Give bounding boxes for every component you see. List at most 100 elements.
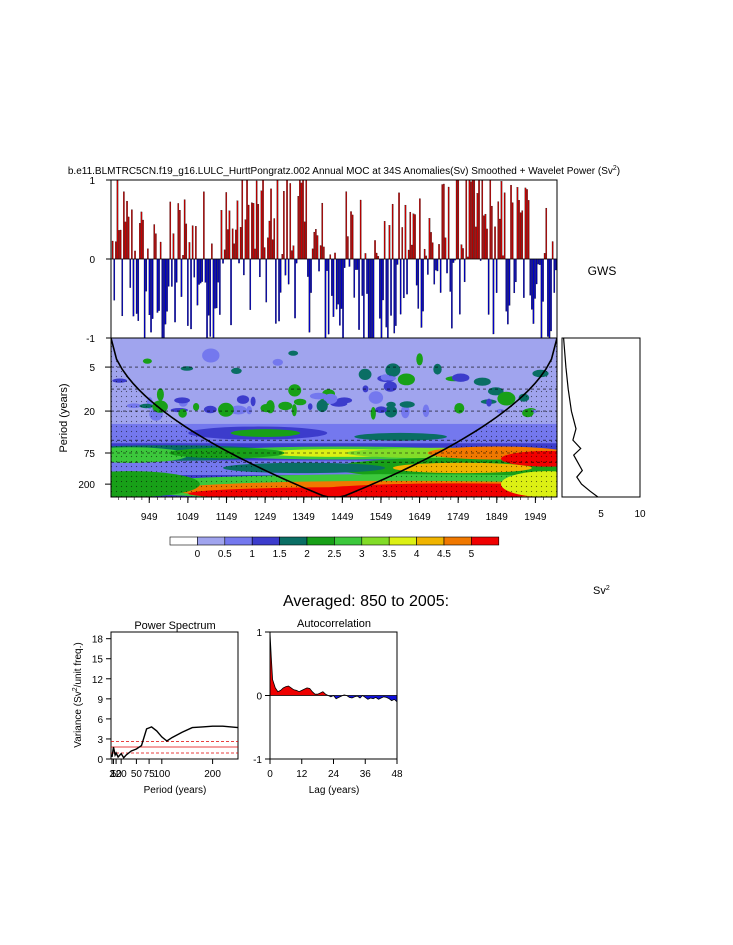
negative-anomaly-bar — [180, 258, 183, 297]
positive-anomaly-bar — [195, 226, 197, 260]
positive-anomaly-bar — [223, 249, 226, 260]
timeseries-bars — [111, 180, 557, 338]
colorbar-label: 0.5 — [218, 549, 232, 560]
gws-xtick-10: 10 — [634, 509, 646, 520]
wavelet-xtick-label: 949 — [141, 512, 158, 523]
positive-anomaly-bar — [302, 180, 304, 260]
positive-anomaly-bar — [391, 203, 394, 260]
negative-anomaly-bar — [129, 258, 132, 288]
positive-anomaly-bar — [244, 219, 247, 260]
positive-anomaly-bar — [444, 237, 447, 260]
negative-anomaly-bar — [238, 258, 240, 264]
negative-anomaly-bar — [249, 258, 252, 310]
power-speckle — [250, 396, 256, 407]
power-speckle — [384, 376, 397, 381]
positive-anomaly-bar — [500, 181, 503, 260]
colorbar-swatch — [443, 536, 472, 546]
positive-anomaly-bar — [188, 242, 191, 260]
autocorrelation-xlabel: Lag (years) — [309, 785, 360, 796]
negative-anomaly-bar — [542, 258, 544, 302]
negative-anomaly-bar — [164, 258, 167, 325]
negative-anomaly-bar — [318, 258, 320, 272]
positive-anomaly-bar — [521, 210, 524, 260]
positive-anomaly-bar — [283, 191, 285, 260]
negative-anomaly-bar — [215, 258, 218, 309]
ac-xtick-label: 36 — [360, 769, 372, 780]
power-speckle — [401, 404, 410, 419]
colorbar-swatch — [334, 536, 363, 546]
positive-anomaly-bar — [503, 192, 506, 260]
power-spectrum-ylabel: Variance (Sv2/unit freq.) — [72, 642, 84, 747]
negative-anomaly-bar — [175, 258, 178, 283]
positive-anomaly-bar — [489, 180, 492, 260]
positive-anomaly-bar — [527, 200, 530, 260]
negative-anomaly-bar — [206, 258, 208, 338]
negative-anomaly-bar — [198, 258, 200, 285]
power-speckle — [293, 398, 307, 406]
positive-anomaly-bar — [263, 247, 266, 260]
positive-anomaly-bar — [203, 191, 205, 260]
negative-anomaly-bar — [492, 258, 495, 335]
positive-anomaly-bar — [260, 190, 263, 260]
positive-anomaly-bar — [510, 184, 512, 260]
negative-anomaly-bar — [495, 258, 498, 293]
positive-anomaly-bar — [254, 248, 256, 260]
positive-anomaly-bar — [313, 231, 316, 260]
negative-anomaly-bar — [132, 258, 135, 317]
positive-anomaly-bar — [262, 180, 264, 260]
negative-anomaly-bar — [532, 258, 535, 324]
negative-anomaly-bar — [396, 258, 399, 265]
negative-anomaly-bar — [387, 258, 389, 338]
positive-anomaly-bar — [252, 203, 255, 260]
negative-anomaly-bar — [385, 258, 388, 328]
positive-anomaly-bar — [134, 250, 136, 260]
power-spectrum-curve — [111, 725, 239, 759]
power-speckle — [309, 392, 328, 400]
wavelet-yticks: 5 20 75 200 — [78, 363, 111, 491]
power-speckle — [370, 407, 376, 420]
positive-anomaly-bar — [491, 205, 493, 260]
power-speckle — [229, 405, 247, 415]
negative-anomaly-bar — [307, 258, 309, 277]
power-spectrum-frame — [110, 631, 239, 760]
positive-anomaly-bar — [473, 180, 476, 260]
negative-anomaly-bar — [163, 258, 165, 338]
positive-anomaly-bar — [111, 240, 114, 260]
positive-anomaly-bar — [271, 239, 274, 260]
averaged-title: Averaged: 850 to 2005: — [283, 593, 449, 610]
power-speckle — [454, 403, 465, 414]
negative-anomaly-bar — [547, 258, 549, 337]
positive-anomaly-bar — [147, 248, 149, 260]
ac-ytick-label: 1 — [256, 628, 262, 639]
negative-anomaly-bar — [171, 258, 173, 287]
negative-anomaly-bar — [379, 258, 381, 319]
positive-anomaly-bar — [118, 230, 120, 260]
positive-anomaly-bar — [447, 186, 450, 260]
negative-anomaly-bar — [417, 258, 420, 309]
positive-anomaly-bar — [345, 191, 348, 260]
colorbar-swatch — [388, 536, 417, 546]
negative-anomaly-bar — [505, 258, 508, 312]
power-speckle — [288, 350, 299, 356]
negative-anomaly-bar — [555, 258, 557, 271]
ps-xtick-label: 10 — [111, 769, 123, 780]
positive-anomaly-bar — [545, 207, 548, 260]
negative-anomaly-bar — [145, 258, 148, 292]
negative-anomaly-bar — [433, 258, 436, 285]
wavelet-xtick-label: 1849 — [486, 512, 509, 523]
positive-anomaly-bar — [159, 241, 162, 260]
power-speckle — [452, 373, 470, 382]
negative-anomaly-bar — [348, 258, 351, 267]
negative-anomaly-bar — [279, 258, 282, 293]
positive-anomaly-bar — [211, 243, 213, 260]
negative-anomaly-bar — [356, 258, 359, 270]
power-speckle — [202, 348, 220, 363]
positive-anomaly-bar — [388, 225, 391, 260]
negative-anomaly-bar — [422, 258, 424, 312]
colorbar: 0 0.5 1 1.5 2 2.5 3 3.5 4 4.5 5 — [169, 536, 500, 560]
positive-anomaly-bar — [351, 214, 354, 260]
positive-anomaly-bar — [124, 221, 127, 260]
cone-of-influence-right — [334, 338, 557, 497]
power-speckle — [246, 406, 252, 415]
